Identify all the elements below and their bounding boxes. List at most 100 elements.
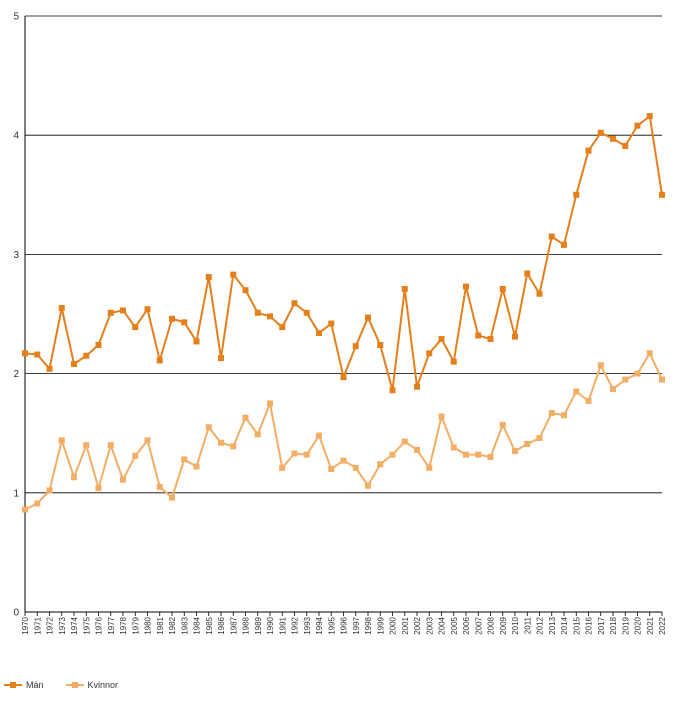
data-point[interactable] — [83, 352, 90, 359]
data-point[interactable] — [242, 414, 249, 421]
data-point[interactable] — [46, 487, 53, 494]
legend-item-kvinnor[interactable]: Kvinnor — [65, 680, 118, 690]
data-point[interactable] — [303, 309, 310, 316]
data-point[interactable] — [634, 370, 641, 377]
data-point[interactable] — [328, 465, 335, 472]
data-point[interactable] — [291, 450, 298, 457]
data-point[interactable] — [389, 387, 396, 394]
data-point[interactable] — [646, 113, 653, 120]
data-point[interactable] — [120, 307, 126, 314]
data-point[interactable] — [585, 147, 592, 154]
data-point[interactable] — [597, 362, 604, 369]
data-point[interactable] — [524, 270, 531, 277]
data-point[interactable] — [279, 464, 286, 471]
data-point[interactable] — [426, 464, 433, 471]
data-point[interactable] — [622, 142, 629, 149]
data-point[interactable] — [634, 122, 641, 129]
data-point[interactable] — [169, 494, 175, 501]
data-point[interactable] — [426, 350, 433, 357]
data-point[interactable] — [463, 451, 469, 458]
data-point[interactable] — [144, 437, 151, 444]
data-point[interactable] — [107, 442, 114, 449]
data-point[interactable] — [365, 482, 371, 489]
data-point[interactable] — [132, 324, 139, 331]
data-point[interactable] — [22, 506, 28, 513]
data-point[interactable] — [132, 452, 139, 459]
data-point[interactable] — [58, 305, 65, 312]
data-point[interactable] — [316, 432, 322, 439]
data-point[interactable] — [414, 383, 420, 390]
data-point[interactable] — [144, 306, 151, 313]
data-point[interactable] — [512, 448, 518, 455]
data-point[interactable] — [585, 398, 592, 405]
data-point[interactable] — [291, 300, 298, 307]
data-point[interactable] — [610, 135, 616, 142]
data-point[interactable] — [659, 376, 665, 383]
data-point[interactable] — [561, 412, 567, 419]
data-point[interactable] — [499, 285, 506, 292]
data-point[interactable] — [328, 320, 335, 327]
data-point[interactable] — [46, 365, 53, 372]
data-point[interactable] — [487, 454, 494, 461]
data-point[interactable] — [230, 271, 237, 278]
data-point[interactable] — [230, 443, 237, 450]
data-point[interactable] — [597, 129, 604, 136]
data-point[interactable] — [107, 309, 114, 316]
data-point[interactable] — [659, 191, 665, 198]
data-point[interactable] — [512, 333, 518, 340]
data-point[interactable] — [438, 413, 445, 420]
data-point[interactable] — [463, 283, 469, 290]
data-point[interactable] — [218, 439, 224, 446]
data-point[interactable] — [401, 285, 408, 292]
data-point[interactable] — [438, 336, 445, 343]
data-point[interactable] — [622, 376, 629, 383]
data-point[interactable] — [95, 485, 102, 492]
data-point[interactable] — [169, 315, 175, 322]
data-point[interactable] — [499, 421, 506, 428]
data-point[interactable] — [218, 355, 224, 362]
data-point[interactable] — [205, 274, 212, 281]
data-point[interactable] — [340, 374, 347, 381]
data-point[interactable] — [340, 457, 347, 464]
data-point[interactable] — [536, 434, 543, 441]
data-point[interactable] — [475, 451, 482, 458]
data-point[interactable] — [389, 451, 396, 458]
data-point[interactable] — [548, 233, 555, 240]
data-point[interactable] — [561, 241, 567, 248]
data-point[interactable] — [156, 483, 163, 490]
data-point[interactable] — [450, 358, 457, 365]
data-point[interactable] — [242, 287, 249, 294]
data-point[interactable] — [316, 330, 322, 337]
data-point[interactable] — [71, 474, 77, 481]
data-point[interactable] — [254, 309, 261, 316]
data-point[interactable] — [95, 341, 102, 348]
data-point[interactable] — [610, 386, 616, 393]
data-point[interactable] — [475, 332, 482, 339]
data-point[interactable] — [377, 341, 384, 348]
data-point[interactable] — [34, 351, 41, 358]
data-point[interactable] — [487, 336, 494, 343]
data-point[interactable] — [267, 400, 273, 407]
data-point[interactable] — [267, 313, 273, 320]
data-point[interactable] — [573, 191, 580, 198]
data-point[interactable] — [120, 476, 126, 483]
data-point[interactable] — [83, 442, 90, 449]
data-point[interactable] — [524, 440, 531, 447]
legend-item-man[interactable]: Män — [4, 680, 44, 690]
data-point[interactable] — [365, 314, 371, 321]
data-point[interactable] — [71, 361, 77, 368]
data-point[interactable] — [193, 463, 200, 470]
data-point[interactable] — [414, 446, 420, 453]
data-point[interactable] — [548, 409, 555, 416]
data-point[interactable] — [205, 424, 212, 431]
data-point[interactable] — [352, 343, 359, 350]
data-point[interactable] — [58, 437, 65, 444]
data-point[interactable] — [254, 431, 261, 438]
data-point[interactable] — [573, 388, 580, 395]
data-point[interactable] — [279, 324, 286, 331]
data-point[interactable] — [377, 461, 384, 468]
data-point[interactable] — [536, 290, 543, 297]
data-point[interactable] — [181, 456, 188, 463]
data-point[interactable] — [646, 350, 653, 357]
data-point[interactable] — [401, 438, 408, 445]
